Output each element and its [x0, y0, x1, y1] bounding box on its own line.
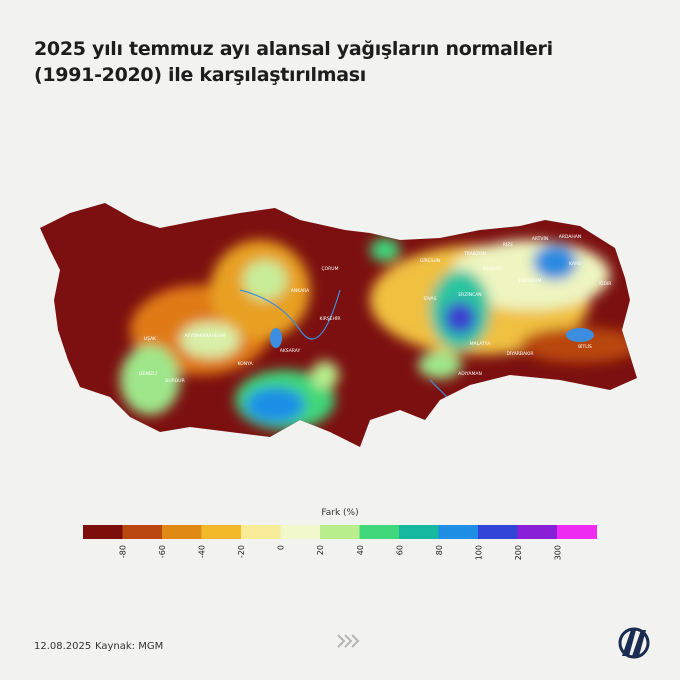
legend-tick-label: 20 [316, 545, 325, 555]
colorbar [83, 525, 597, 539]
legend-tick-label: -80 [119, 545, 128, 558]
map-label: DENİZLİ [139, 370, 157, 377]
map-labels: ANKARA KONYA SİVAS ERZURUM TRABZON BAYBU… [139, 234, 611, 384]
legend-swatch [122, 525, 163, 539]
legend-tick-label: 80 [435, 545, 444, 555]
date: 12.08.2025 [34, 641, 92, 652]
map-label: IĞDIR [599, 280, 612, 287]
legend-tick-label: 200 [514, 545, 523, 560]
legend-swatch [320, 525, 360, 539]
map-label: ÇORUM [322, 266, 339, 272]
map-label: DİYARBAKIR [507, 350, 534, 357]
legend-swatch [399, 525, 439, 539]
next-arrows [337, 634, 360, 648]
title: 2025 yılı temmuz ayı alansal yağışların … [34, 36, 553, 88]
legend-tick-label: -20 [237, 545, 246, 558]
legend-tick-label: 100 [474, 545, 483, 560]
legend: Fark (%) -80 -60 -40 -20 0 20 40 60 80 100 200 300 [83, 508, 597, 560]
map-label: MALATYA [470, 341, 491, 347]
map-label: SİVAS [424, 295, 437, 302]
source: Kaynak: MGM [95, 641, 164, 652]
map [40, 203, 637, 447]
legend-ticks: -80 -60 -40 -20 0 20 40 60 80 100 200 300 [119, 545, 563, 560]
legend-swatch [517, 525, 558, 539]
legend-swatch [557, 525, 597, 539]
title-line: (1991-2020) ile karşılaştırılması [34, 64, 366, 86]
map-label: AKSARAY [280, 348, 301, 354]
map-label: TRABZON [463, 251, 486, 257]
aa-logo [618, 627, 650, 659]
title-line: 2025 yılı temmuz ayı alansal yağışların … [34, 38, 553, 60]
map-label: GİRESUN [420, 257, 440, 264]
legend-tick-label: 40 [356, 545, 365, 555]
legend-tick-label: 300 [553, 545, 562, 560]
legend-swatch [241, 525, 281, 539]
legend-tick-label: -40 [198, 545, 207, 558]
map-label: KARS [569, 261, 581, 267]
map-label: RİZE [503, 241, 514, 248]
map-label: ERZİNCAN [458, 291, 481, 298]
map-label: BAYBURT [483, 266, 504, 272]
map-label: BURDUR [165, 378, 184, 384]
legend-tick-label: 60 [395, 545, 404, 555]
legend-swatch [162, 525, 202, 539]
map-label: ADIYAMAN [458, 371, 482, 377]
map-label: UŞAK [144, 336, 157, 342]
map-label: AFYONKARAHİSAR [185, 332, 226, 339]
legend-swatch [359, 525, 400, 539]
map-label: ERZURUM [519, 278, 542, 284]
legend-swatch [280, 525, 321, 539]
legend-tick-label: -60 [158, 545, 167, 558]
legend-swatch [478, 525, 518, 539]
map-label: KIRŞEHİR [320, 315, 341, 322]
map-label: ARDAHAN [559, 234, 582, 240]
map-label: ANKARA [291, 288, 310, 294]
map-label: KONYA [237, 361, 253, 367]
map-label: ARTVİN [532, 235, 548, 242]
legend-title: Fark (%) [321, 508, 358, 518]
map-label: BİTLİS [578, 343, 592, 350]
legend-swatch [201, 525, 242, 539]
legend-tick-label: 0 [277, 545, 286, 550]
legend-swatch [83, 525, 123, 539]
legend-swatch [438, 525, 479, 539]
